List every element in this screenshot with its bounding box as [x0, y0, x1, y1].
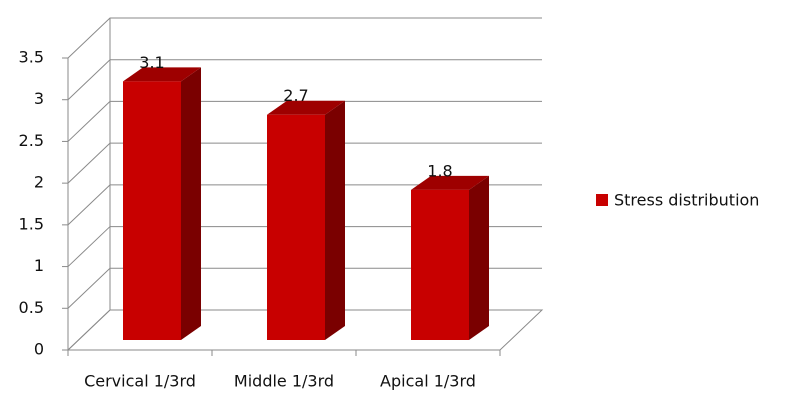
grid-line: [67, 100, 542, 142]
bar: [267, 114, 325, 340]
grid-line: [67, 17, 542, 59]
x-tick-label: Cervical 1/3rd: [84, 372, 196, 391]
y-tick-label: 3.5: [19, 48, 44, 67]
grid-line: [67, 267, 542, 309]
grid-line: [67, 142, 542, 184]
bar-top: [123, 67, 201, 82]
grid-line: [67, 309, 542, 351]
y-tick-label: 2.5: [19, 131, 44, 150]
legend-swatch: [596, 194, 608, 206]
back-wall: [67, 18, 111, 350]
legend-label: Stress distribution: [614, 191, 759, 210]
data-label: 2.7: [283, 86, 308, 105]
grid-line: [67, 59, 542, 101]
bar-top: [411, 175, 489, 190]
y-tick-label: 3: [34, 89, 44, 108]
bar-side: [181, 67, 201, 340]
x-tick-label: Apical 1/3rd: [380, 372, 476, 391]
grid-line: [67, 226, 542, 267]
data-label: 3.1: [139, 53, 164, 72]
y-tick-label: 0: [34, 340, 44, 359]
bar-top: [267, 100, 345, 115]
data-label: 1.8: [427, 161, 452, 180]
bar: [123, 81, 181, 340]
bar-side: [469, 175, 489, 340]
grid-line: [67, 184, 542, 226]
y-tick-label: 2: [34, 173, 44, 192]
y-tick-label: 1.5: [19, 214, 44, 233]
y-tick-label: 0.5: [19, 298, 44, 317]
y-tick-label: 1: [34, 256, 44, 275]
bar: [411, 189, 469, 340]
bar-side: [325, 100, 345, 340]
x-tick-label: Middle 1/3rd: [234, 372, 334, 391]
